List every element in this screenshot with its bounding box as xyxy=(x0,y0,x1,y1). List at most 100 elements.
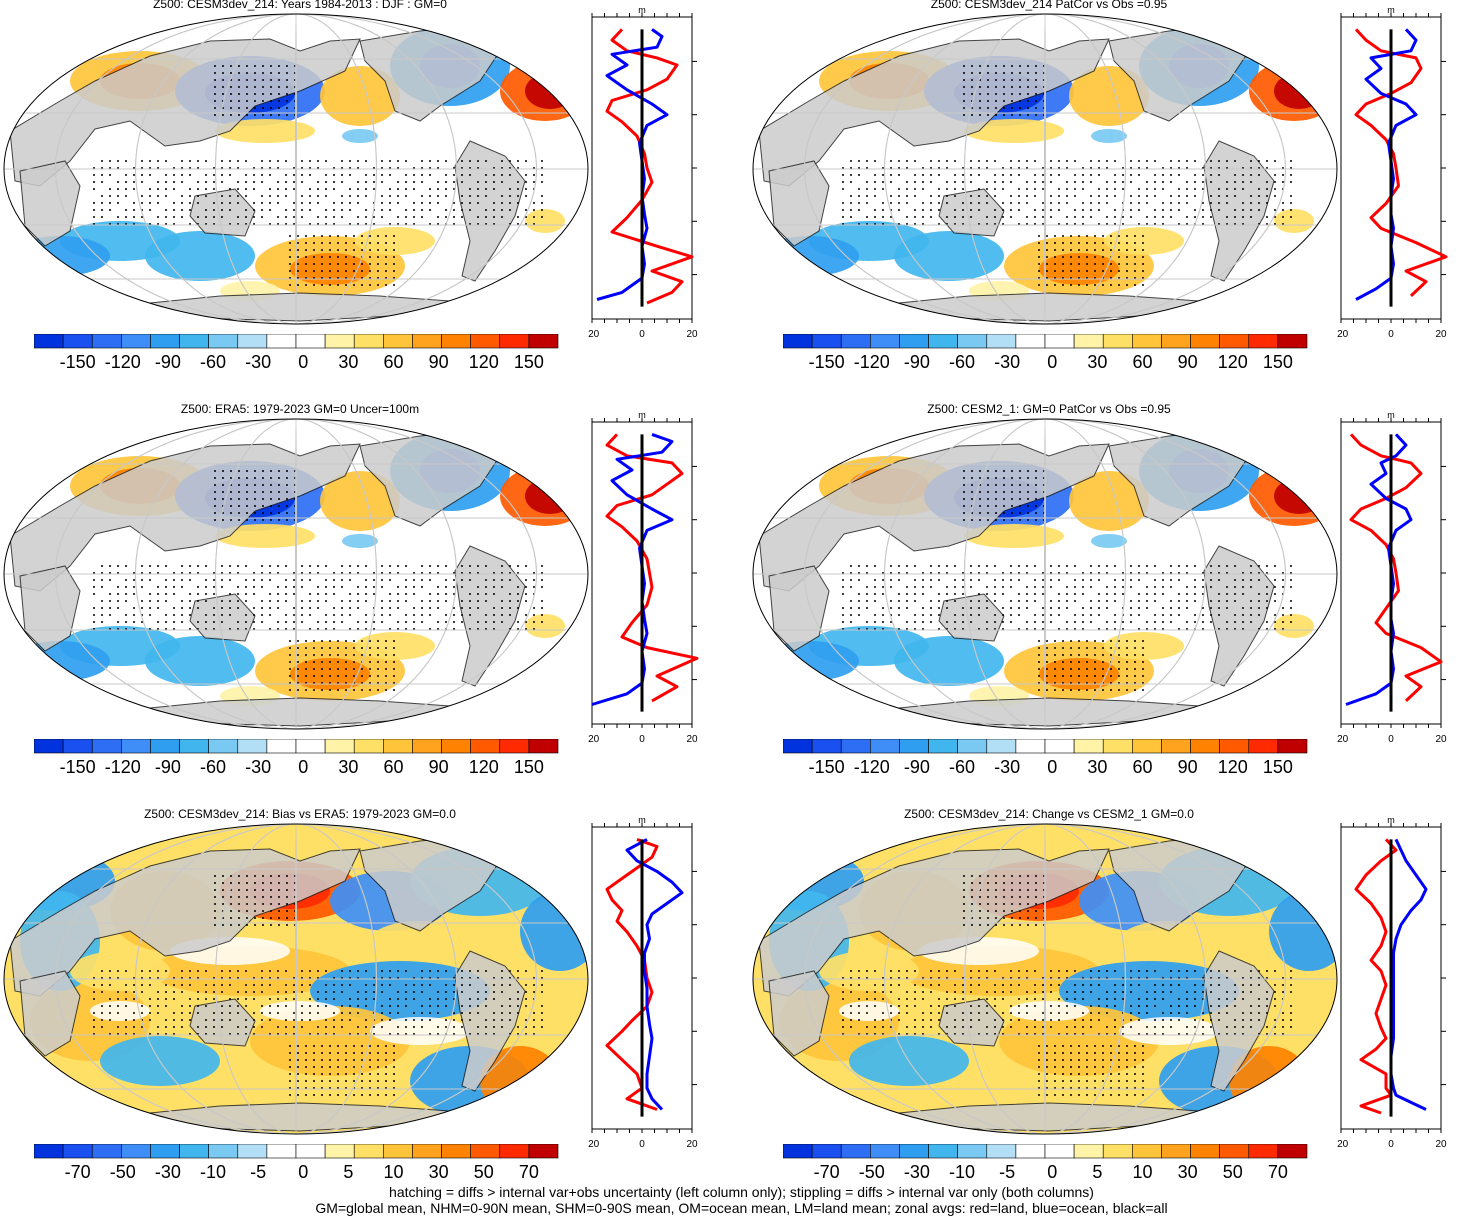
stipple-dot xyxy=(1202,614,1204,616)
stipple-dot xyxy=(1266,160,1268,162)
stipple-dot xyxy=(205,1019,207,1021)
stipple-dot xyxy=(325,593,327,595)
stipple-dot xyxy=(165,593,167,595)
stipple-dot xyxy=(1202,202,1204,204)
stipple-dot xyxy=(214,512,216,514)
stipple-dot xyxy=(285,1019,287,1021)
stipple-dot xyxy=(1038,263,1040,265)
stipple-dot xyxy=(437,1012,439,1014)
stipple-dot xyxy=(1186,593,1188,595)
stipple-dot xyxy=(501,1005,503,1007)
colorbar-label: 150 xyxy=(514,757,544,777)
stipple-dot xyxy=(181,586,183,588)
stipple-dot xyxy=(286,498,288,500)
stipple-dot xyxy=(405,991,407,993)
stipple-dot xyxy=(1126,284,1128,286)
stipple-dot xyxy=(1134,1080,1136,1082)
colorbar-swatch xyxy=(237,739,268,754)
stipple-dot xyxy=(1126,661,1128,663)
stipple-dot xyxy=(445,586,447,588)
stipple-dot xyxy=(214,924,216,926)
stipple-dot xyxy=(509,984,511,986)
stipple-dot xyxy=(1142,661,1144,663)
stipple-dot xyxy=(850,181,852,183)
colorbar-label: 90 xyxy=(1178,757,1198,777)
stipple-dot xyxy=(297,661,299,663)
colorbar-label: -50 xyxy=(110,1162,136,1182)
stipple-dot xyxy=(1098,593,1100,595)
stipple-dot xyxy=(238,72,240,74)
stipple-dot xyxy=(906,586,908,588)
stipple-dot xyxy=(1038,647,1040,649)
stipple-dot xyxy=(1011,477,1013,479)
stipple-dot xyxy=(1106,607,1108,609)
stippling xyxy=(842,65,1292,286)
stipple-dot xyxy=(393,1094,395,1096)
field-anomaly xyxy=(1091,129,1127,143)
stipple-dot xyxy=(461,216,463,218)
stipple-dot xyxy=(397,586,399,588)
stipple-dot xyxy=(369,1073,371,1075)
stipple-dot xyxy=(1126,675,1128,677)
stipple-dot xyxy=(1202,621,1204,623)
stipple-dot xyxy=(1019,491,1021,493)
stipple-dot xyxy=(1242,174,1244,176)
stipple-dot xyxy=(221,586,223,588)
stipple-dot xyxy=(393,284,395,286)
stipple-dot xyxy=(1038,640,1040,642)
panel-1: Z500: CESM3dev_214: Years 1984-2013 : DJ… xyxy=(0,0,700,372)
stipple-dot xyxy=(189,195,191,197)
stipple-dot xyxy=(1114,614,1116,616)
stipple-dot xyxy=(1170,195,1172,197)
x-tick-label: 0 xyxy=(639,329,645,340)
stipple-dot xyxy=(1019,889,1021,891)
stipple-dot xyxy=(205,1005,207,1007)
stipple-dot xyxy=(237,1026,239,1028)
longitude-line xyxy=(215,824,377,1134)
field-anomaly xyxy=(70,951,170,991)
stipple-dot xyxy=(377,1045,379,1047)
stipple-dot xyxy=(393,689,395,691)
stipple-dot xyxy=(237,565,239,567)
stipple-dot xyxy=(1210,621,1212,623)
stipple-dot xyxy=(205,188,207,190)
stipple-dot xyxy=(1114,984,1116,986)
stipple-dot xyxy=(1002,1019,1004,1021)
stipple-dot xyxy=(1126,647,1128,649)
stipple-dot xyxy=(189,607,191,609)
stipple-dot xyxy=(1034,188,1036,190)
stipple-dot xyxy=(1210,216,1212,218)
stipple-dot xyxy=(377,640,379,642)
stipple-dot xyxy=(286,484,288,486)
colorbar-swatch xyxy=(470,334,501,349)
stipple-dot xyxy=(254,107,256,109)
stipple-dot xyxy=(1019,86,1021,88)
stipple-dot xyxy=(1110,284,1112,286)
stipple-dot xyxy=(1202,607,1204,609)
stipple-dot xyxy=(205,1026,207,1028)
stipple-dot xyxy=(898,600,900,602)
stipple-dot xyxy=(1035,484,1037,486)
stipple-dot xyxy=(349,970,351,972)
stipple-dot xyxy=(1126,640,1128,642)
zonal-profile-plot: m-2002060N30N030S60S xyxy=(588,410,699,745)
stipple-dot xyxy=(1250,1012,1252,1014)
stipple-dot xyxy=(278,875,280,877)
field-anomaly xyxy=(320,471,400,531)
stipple-dot xyxy=(1042,593,1044,595)
stipple-dot xyxy=(1054,668,1056,670)
stipple-dot xyxy=(389,174,391,176)
stipple-dot xyxy=(262,477,264,479)
stipple-dot xyxy=(117,621,119,623)
stipple-dot xyxy=(213,984,215,986)
stipple-dot xyxy=(1046,284,1048,286)
stipple-dot xyxy=(1202,1026,1204,1028)
stipple-dot xyxy=(109,174,111,176)
stipple-dot xyxy=(1027,86,1029,88)
x-tick-label: -20 xyxy=(588,734,600,745)
stipple-dot xyxy=(1170,586,1172,588)
stipple-dot xyxy=(1003,896,1005,898)
stipple-dot xyxy=(493,991,495,993)
stipple-dot xyxy=(858,209,860,211)
stipple-dot xyxy=(1170,600,1172,602)
